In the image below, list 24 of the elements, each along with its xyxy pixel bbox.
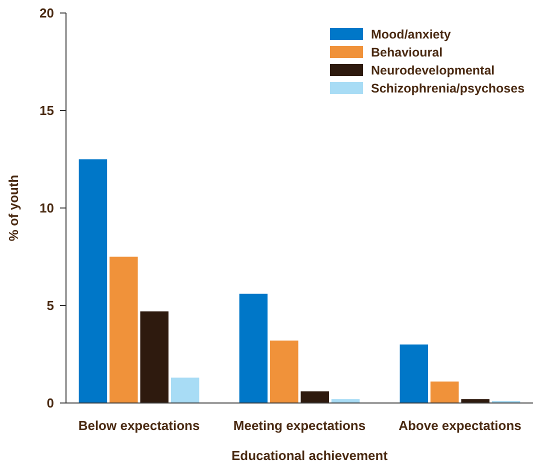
y-tick-label: 20: [40, 6, 54, 21]
y-tick-label: 0: [46, 396, 54, 411]
y-tick-label: 10: [40, 200, 54, 216]
x-tick-label: Meeting expectations: [233, 418, 366, 433]
bar: [430, 382, 459, 403]
bar: [170, 378, 200, 403]
y-tick-label: 5: [46, 298, 54, 314]
legend-label: Behavioural: [371, 45, 443, 60]
y-axis-title: % of youth: [6, 174, 21, 242]
bar: [300, 391, 329, 403]
bar: [461, 399, 490, 403]
legend-label: Schizophrenia/psychoses: [371, 81, 525, 96]
legend-label: Neurodevelopmental: [371, 63, 495, 78]
bar: [270, 340, 298, 403]
x-axis-title: Educational achievement: [231, 448, 388, 463]
legend-label: Mood/anxiety: [371, 27, 451, 42]
bar: [239, 294, 268, 403]
y-tick-label: 15: [40, 103, 54, 118]
bar: [78, 159, 108, 403]
x-tick-label: Above expectations: [398, 418, 522, 433]
x-tick-label: Below expectations: [78, 418, 200, 433]
bar: [400, 344, 428, 403]
bar: [110, 256, 138, 403]
bar: [140, 311, 168, 403]
